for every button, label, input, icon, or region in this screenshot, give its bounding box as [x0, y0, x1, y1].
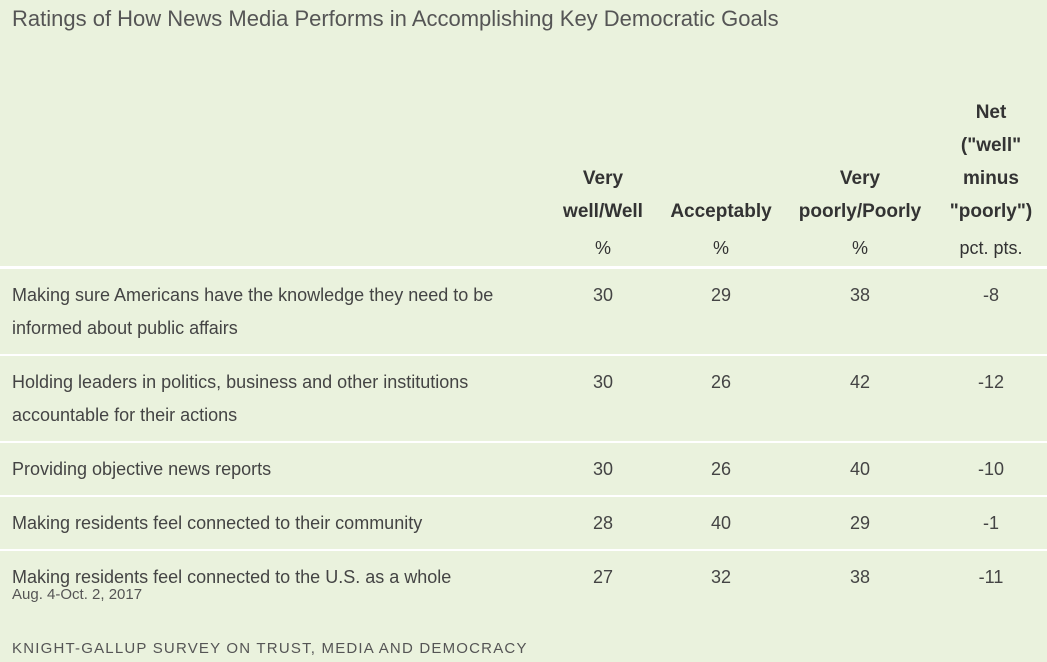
value-net: -8 — [935, 267, 1047, 356]
column-header-line: Very — [839, 168, 881, 189]
value-acceptably: 26 — [657, 442, 785, 497]
source-note: KNIGHT-GALLUP SURVEY ON TRUST, MEDIA AND… — [12, 640, 528, 657]
column-header-net: Net ("well" minus "poorly") — [935, 88, 1047, 230]
value-net: -1 — [935, 496, 1047, 551]
value-very-poorly: 38 — [849, 567, 871, 587]
date-note: Aug. 4-Oct. 2, 2017 — [12, 586, 143, 603]
row-label-header — [0, 88, 549, 230]
value-acceptably: 29 — [657, 267, 785, 356]
header-row: Very well/Well Acceptably Very poorly/Po… — [0, 88, 1047, 230]
ratings-table: Very well/Well Acceptably Very poorly/Po… — [0, 88, 1047, 603]
value-very-well: 30 — [549, 355, 657, 443]
value-acceptably: 40 — [657, 496, 785, 551]
column-header-line: minus — [963, 168, 1019, 189]
column-header-line: ("well" — [960, 135, 1022, 156]
value-acceptably: 32 — [710, 567, 732, 587]
value-very-well: 27 — [592, 567, 614, 587]
row-label: Holding leaders in politics, business an… — [0, 355, 549, 443]
value-net: -12 — [935, 355, 1047, 443]
unit-label: % — [657, 230, 785, 269]
table-row: Making sure Americans have the knowledge… — [0, 267, 1047, 356]
column-header-line: well/Well — [563, 201, 643, 222]
value-net: -11 — [978, 567, 1004, 587]
column-header-line: "poorly") — [949, 201, 1033, 222]
value-very-poorly: 40 — [785, 442, 935, 497]
row-label: Providing objective news reports — [0, 442, 549, 497]
table-row: Making residents feel connected to the U… — [0, 550, 1047, 603]
value-very-poorly: 42 — [785, 355, 935, 443]
value-very-poorly: 38 — [785, 267, 935, 356]
table-row: Making residents feel connected to their… — [0, 496, 1047, 551]
value-acceptably: 26 — [657, 355, 785, 443]
column-header-line: Acceptably — [670, 201, 772, 222]
table-row: Holding leaders in politics, business an… — [0, 355, 1047, 443]
column-header-line: Very — [582, 168, 624, 189]
row-label: Making residents feel connected to the U… — [12, 567, 452, 587]
unit-label: % — [785, 230, 935, 269]
column-header-line: poorly/Poorly — [798, 201, 922, 222]
column-header-acceptably: Acceptably — [657, 88, 785, 230]
unit-label: % — [549, 230, 657, 269]
value-very-poorly: 29 — [785, 496, 935, 551]
value-net: -10 — [935, 442, 1047, 497]
row-label: Making residents feel connected to their… — [0, 496, 549, 551]
column-header-very-well: Very well/Well — [549, 88, 657, 230]
chart-title: Ratings of How News Media Performs in Ac… — [12, 6, 779, 31]
column-header-very-poorly: Very poorly/Poorly — [785, 88, 935, 230]
value-very-well: 30 — [549, 442, 657, 497]
row-label: Making sure Americans have the knowledge… — [0, 267, 549, 356]
table-row: Providing objective news reports 30 26 4… — [0, 442, 1047, 497]
value-very-well: 30 — [549, 267, 657, 356]
unit-row: % % % pct. pts. — [0, 230, 1047, 269]
unit-label-blank — [0, 230, 549, 269]
unit-label: pct. pts. — [935, 230, 1047, 269]
value-very-well: 28 — [549, 496, 657, 551]
column-header-line: Net — [975, 102, 1007, 123]
